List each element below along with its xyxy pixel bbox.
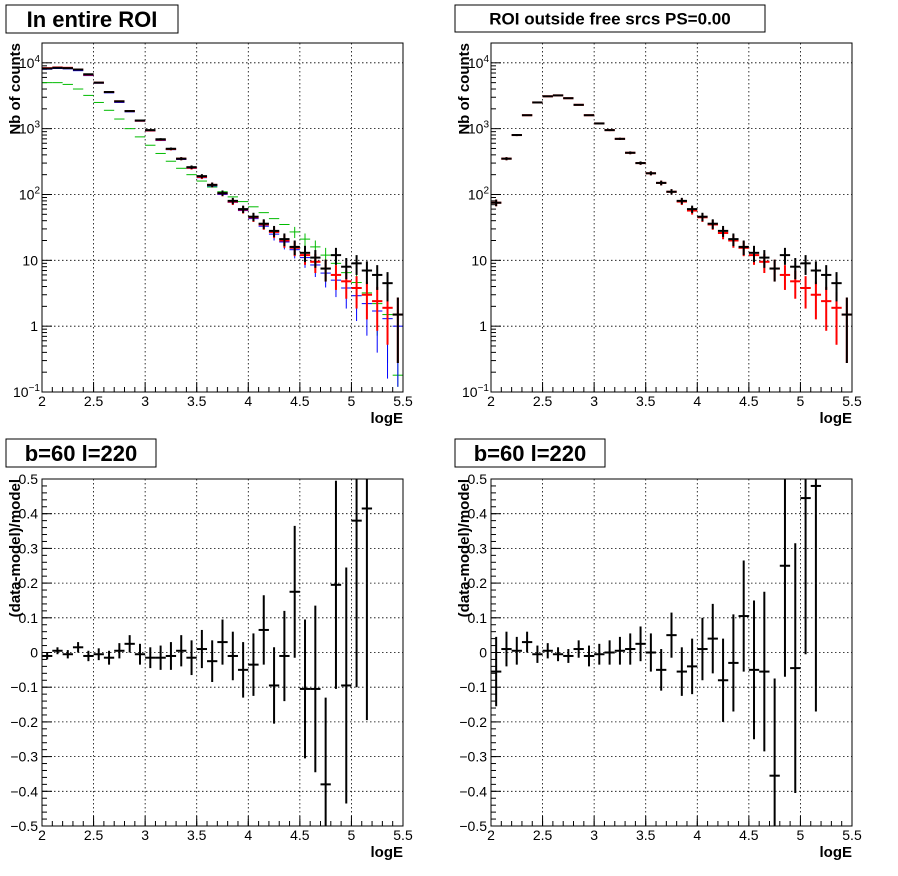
y-tick-label: −0.3 xyxy=(10,749,38,765)
plot-frame xyxy=(41,42,404,393)
chart-title: b=60 l=220 xyxy=(25,441,138,466)
x-tick-label: 3.5 xyxy=(636,827,656,843)
x-tick-label: 5.5 xyxy=(842,393,862,409)
x-tick-label: 2 xyxy=(38,827,46,843)
chart-title: In entire ROI xyxy=(27,7,158,32)
x-tick-label: 5 xyxy=(348,393,356,409)
x-tick-label: 2 xyxy=(38,393,46,409)
plot-area xyxy=(42,43,403,392)
y-tick-label: 10−1 xyxy=(13,383,40,400)
chart-panel-4: 2 2.5 3 3.5 4 4.5 5 5.5 −0.5 −0.4 −0.3 −0.2 −0.1 0 0.1… xyxy=(454,438,862,861)
y-tick-label: 10 xyxy=(471,252,487,268)
y-tick-label: 0.4 xyxy=(19,506,39,522)
y-tick-label: 0.1 xyxy=(19,610,39,626)
x-tick-label: 4.5 xyxy=(290,827,310,843)
x-tick-label: 4.5 xyxy=(739,393,759,409)
x-tick-label: 2.5 xyxy=(84,393,104,409)
y-tick-label: −0.4 xyxy=(459,783,487,799)
y-tick-label: 10−1 xyxy=(462,383,489,400)
x-tick-label: 2.5 xyxy=(533,393,553,409)
y-tick-label: 104 xyxy=(19,54,41,71)
y-tick-label: 0.5 xyxy=(19,471,39,487)
x-tick-label: 3 xyxy=(590,827,598,843)
y-tick-label: 10 xyxy=(22,252,38,268)
y-tick-label: 0.2 xyxy=(468,575,488,591)
x-tick-label: 5.5 xyxy=(393,827,413,843)
x-tick-label: 3 xyxy=(141,393,149,409)
y-tick-label: −0.5 xyxy=(10,818,38,834)
chart-panel-2: 2 2.5 3 3.5 4 4.5 5 5.5 10−1 1 10 102 103 104 logE Nb o… xyxy=(454,4,862,427)
y-axis-label: Nb of counts xyxy=(456,43,473,135)
x-axis-label: logE xyxy=(371,410,404,427)
x-tick-label: 5 xyxy=(797,827,805,843)
y-tick-label: −0.3 xyxy=(459,749,487,765)
x-axis-label: logE xyxy=(371,844,404,861)
x-tick-label: 2 xyxy=(487,827,495,843)
x-tick-label: 4.5 xyxy=(739,827,759,843)
y-axis-label: (data-model)/model xyxy=(7,479,24,617)
x-tick-label: 2.5 xyxy=(84,827,104,843)
y-tick-label: −0.2 xyxy=(459,714,487,730)
y-axis-label: (data-model)/model xyxy=(456,479,473,617)
plot-area xyxy=(491,43,852,392)
y-tick-label: 0.1 xyxy=(468,610,488,626)
chart-panel-3: 2 2.5 3 3.5 4 4.5 5 5.5 −0.5 −0.4 −0.3 −0.2 −0.1 0 0.1… xyxy=(5,438,413,861)
x-tick-label: 5 xyxy=(797,393,805,409)
y-tick-label: 0 xyxy=(479,645,487,661)
y-tick-label: 0.3 xyxy=(19,540,39,556)
x-tick-label: 2.5 xyxy=(533,827,553,843)
y-tick-label: 1 xyxy=(30,318,38,334)
y-tick-label: 103 xyxy=(19,120,41,137)
x-tick-label: 5.5 xyxy=(842,827,862,843)
y-axis-label: Nb of counts xyxy=(7,43,24,135)
title-box xyxy=(5,4,179,34)
chart-title: b=60 l=220 xyxy=(474,441,587,466)
x-tick-label: 5.5 xyxy=(393,393,413,409)
x-tick-label: 3.5 xyxy=(187,393,207,409)
x-tick-label: 4 xyxy=(693,827,701,843)
plot-frame xyxy=(490,478,853,827)
title-box xyxy=(454,438,606,468)
x-tick-label: 3 xyxy=(141,827,149,843)
y-tick-label: −0.5 xyxy=(459,818,487,834)
x-tick-label: 2 xyxy=(487,393,495,409)
y-tick-label: 0.3 xyxy=(468,540,488,556)
x-tick-label: 4 xyxy=(244,393,252,409)
chart-panel-1: 2 2.5 3 3.5 4 4.5 5 5.5 10−1 1 10 102 103 104 logE Nb o… xyxy=(5,4,413,427)
chart-title: ROI outside free srcs PS=0.00 xyxy=(489,10,730,29)
plot-frame xyxy=(41,478,404,827)
x-tick-label: 5 xyxy=(348,827,356,843)
x-tick-label: 4 xyxy=(244,827,252,843)
y-tick-label: 104 xyxy=(468,54,490,71)
y-tick-label: −0.1 xyxy=(459,679,487,695)
y-tick-label: 0.5 xyxy=(468,471,488,487)
x-tick-label: 3.5 xyxy=(636,393,656,409)
title-box xyxy=(454,4,766,33)
y-tick-label: −0.2 xyxy=(10,714,38,730)
y-tick-label: −0.1 xyxy=(10,679,38,695)
y-tick-label: 1 xyxy=(479,318,487,334)
y-tick-label: 0.4 xyxy=(468,506,488,522)
y-tick-label: 102 xyxy=(19,185,41,202)
y-tick-label: 0 xyxy=(30,645,38,661)
x-tick-label: 4.5 xyxy=(290,393,310,409)
plot-frame xyxy=(490,42,853,393)
y-tick-label: 102 xyxy=(468,185,490,202)
x-axis-label: logE xyxy=(820,844,853,861)
title-box xyxy=(5,438,157,468)
y-tick-label: 103 xyxy=(468,120,490,137)
x-tick-label: 3 xyxy=(590,393,598,409)
x-tick-label: 4 xyxy=(693,393,701,409)
y-tick-label: 0.2 xyxy=(19,575,39,591)
x-axis-label: logE xyxy=(820,410,853,427)
y-tick-label: −0.4 xyxy=(10,783,38,799)
x-tick-label: 3.5 xyxy=(187,827,207,843)
